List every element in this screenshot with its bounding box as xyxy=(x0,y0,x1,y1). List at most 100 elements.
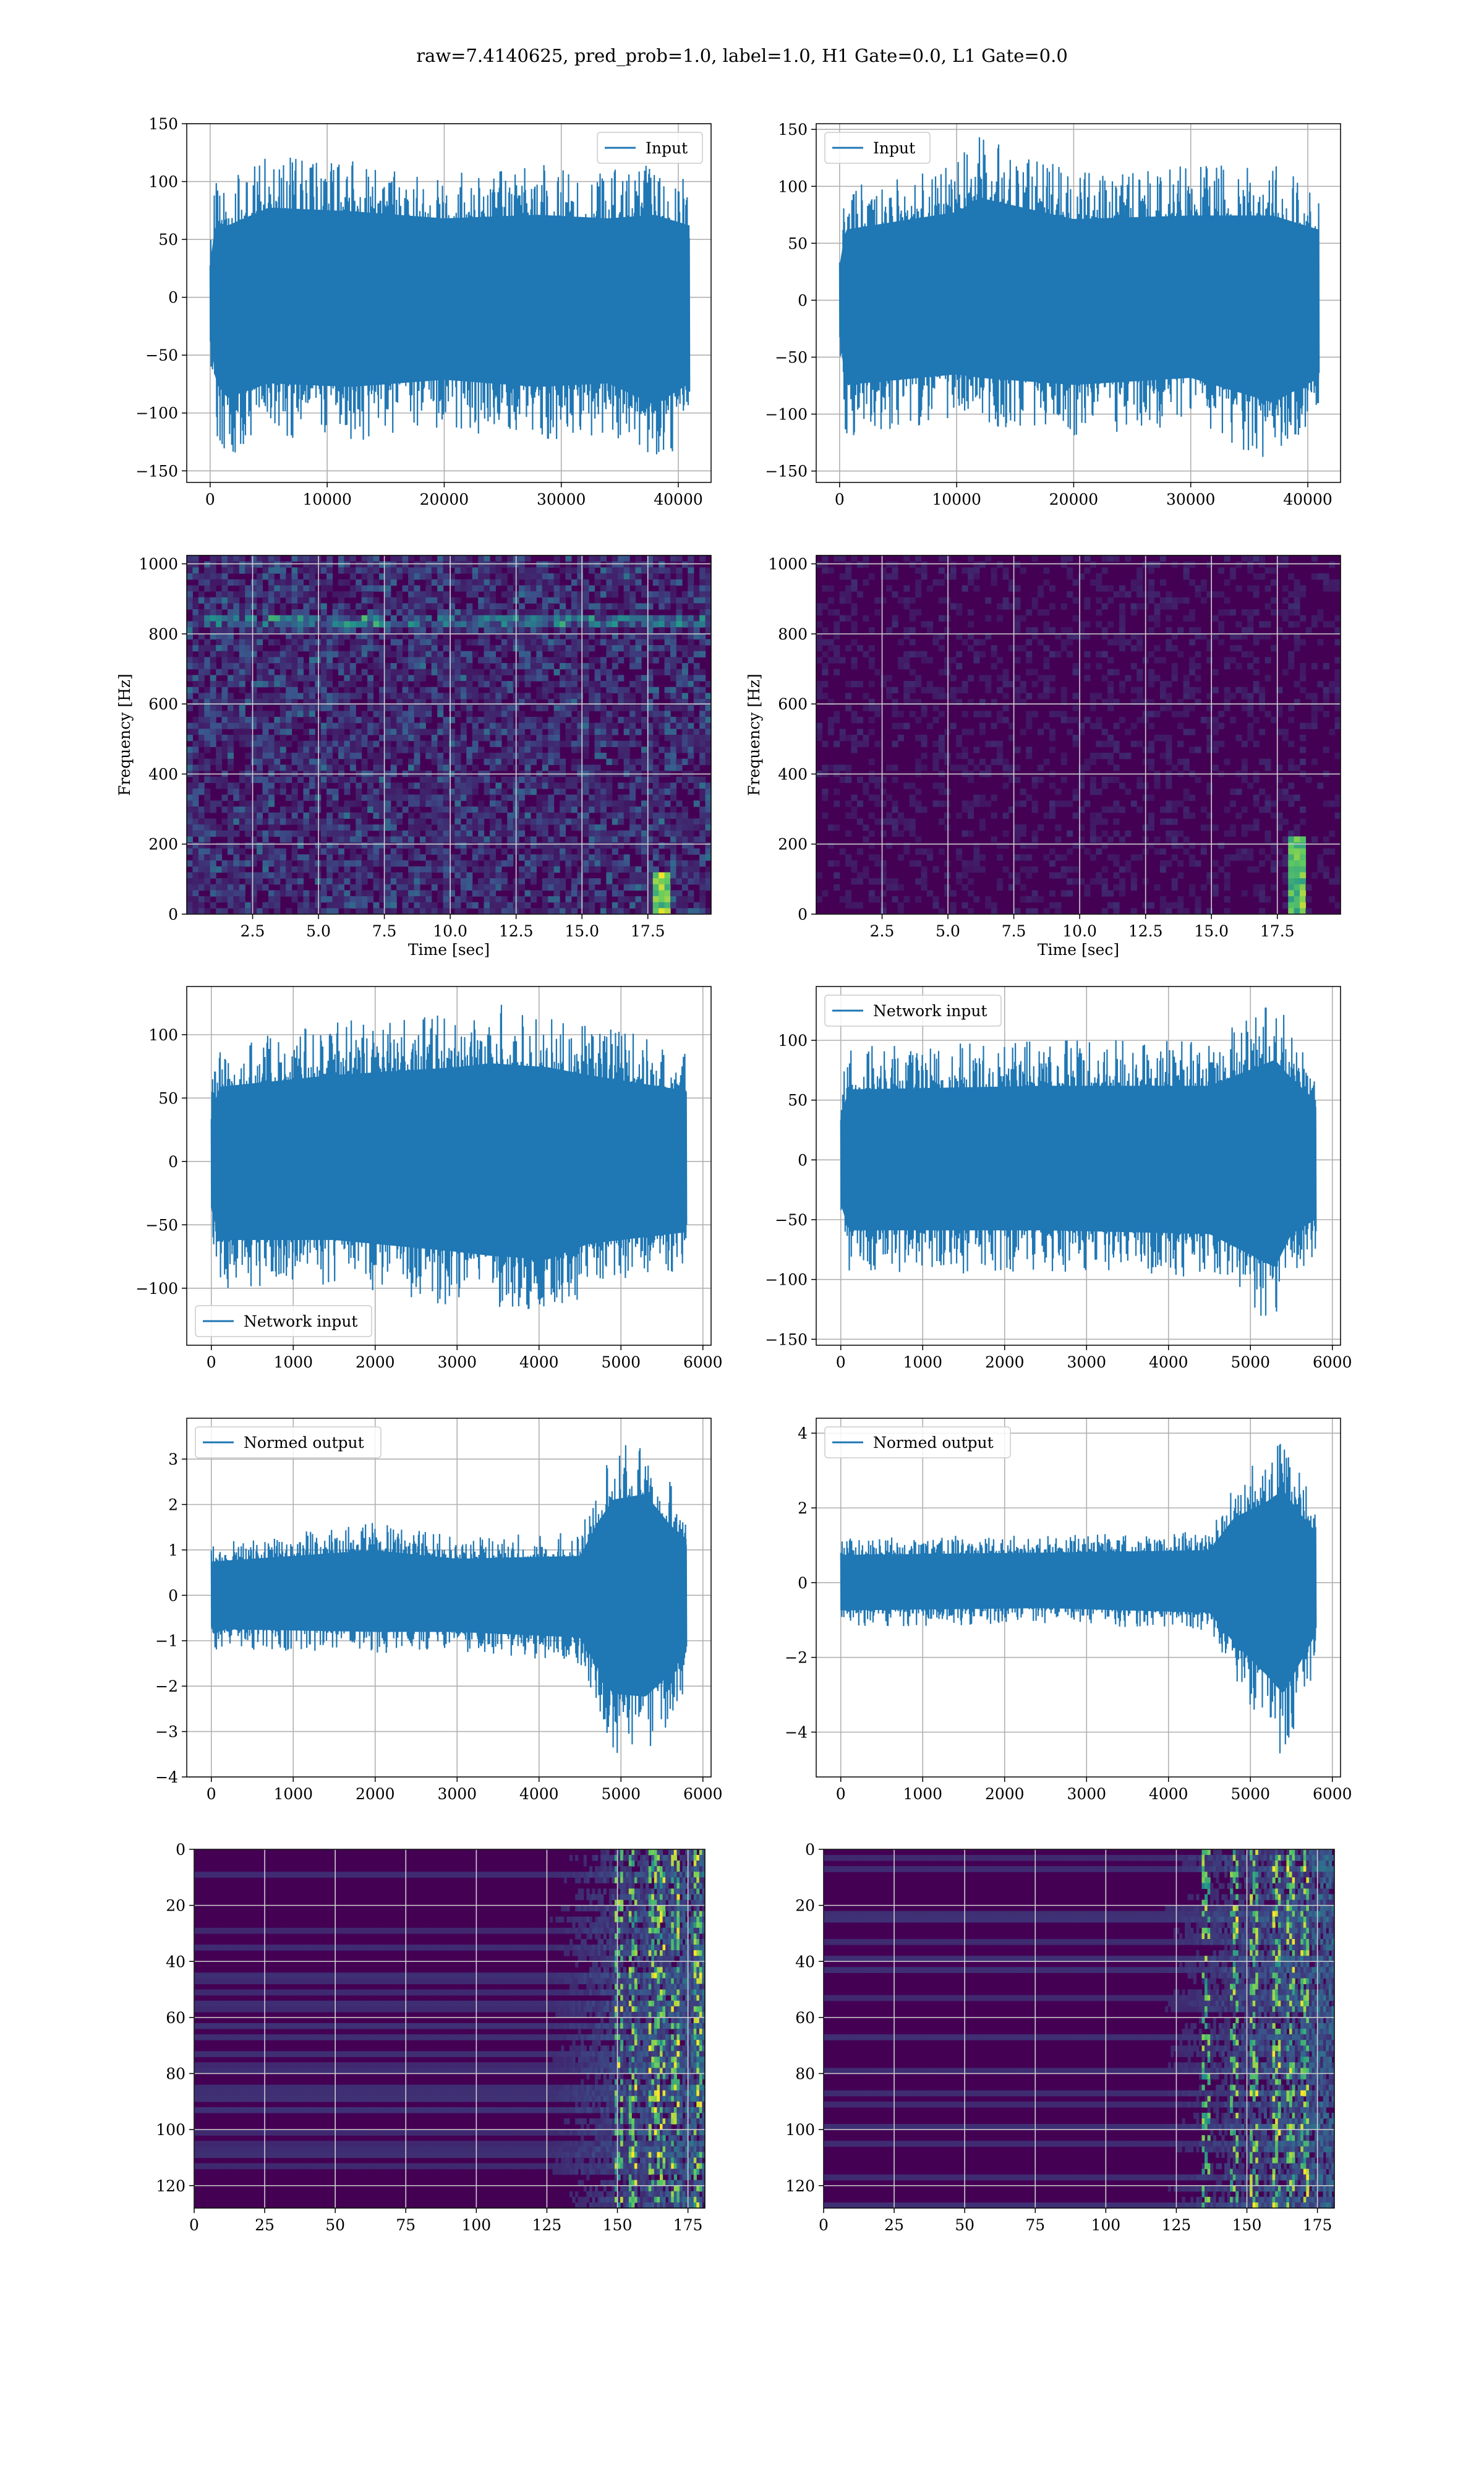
heatmap-cell xyxy=(437,657,444,664)
heatmap-cell xyxy=(349,860,356,867)
heatmap-cell xyxy=(367,561,374,568)
heatmap-cell xyxy=(932,866,939,873)
heatmap-cell xyxy=(973,651,980,657)
heatmap-cell xyxy=(390,735,397,742)
heatmap-cell xyxy=(582,902,589,909)
heatmap-cell xyxy=(344,603,351,610)
heatmap-cell xyxy=(320,633,327,640)
heatmap-cell xyxy=(553,747,560,753)
heatmap-cell xyxy=(454,663,461,670)
heatmap-cell xyxy=(647,561,654,568)
heatmap-cell xyxy=(827,657,834,664)
heatmap-cell xyxy=(629,722,636,729)
heatmap-cell xyxy=(257,603,263,610)
heatmap-cell xyxy=(198,663,205,670)
heatmap-cell xyxy=(484,561,490,568)
heatmap-cell xyxy=(699,615,706,622)
heatmap-cell xyxy=(519,908,526,914)
heatmap-cell xyxy=(239,711,245,717)
heatmap-cell xyxy=(705,639,711,646)
heatmap-cell xyxy=(681,645,688,652)
heatmap-cell xyxy=(676,830,683,837)
heatmap-cell xyxy=(454,561,461,568)
heatmap-cell xyxy=(250,591,257,598)
heatmap-cell xyxy=(600,669,607,675)
heatmap-cell xyxy=(192,848,199,855)
heatmap-cell xyxy=(507,758,514,765)
heatmap-cell xyxy=(414,782,420,789)
heatmap-cell xyxy=(705,789,711,795)
heatmap-cell xyxy=(361,896,368,903)
heatmap-cell xyxy=(449,561,456,568)
heatmap-cell xyxy=(699,669,706,675)
heatmap-cell xyxy=(378,854,385,861)
heatmap-cell xyxy=(647,758,654,765)
heatmap-cell xyxy=(338,807,344,813)
heatmap-cell xyxy=(647,645,654,652)
heatmap-cell xyxy=(1002,764,1009,771)
heatmap-cell xyxy=(344,704,351,711)
heatmap-cell xyxy=(560,585,566,592)
heatmap-cell xyxy=(286,621,292,628)
heatmap-cell xyxy=(600,902,607,909)
heatmap-cell xyxy=(553,729,560,735)
heatmap-cell xyxy=(863,561,869,568)
heatmap-cell xyxy=(472,729,479,735)
heatmap-cell xyxy=(921,573,927,580)
heatmap-cell xyxy=(664,645,671,652)
heatmap-cell xyxy=(385,609,391,616)
heatmap-cell xyxy=(589,657,595,664)
heatmap-cell xyxy=(221,603,228,610)
heatmap-cell xyxy=(565,663,572,670)
heatmap-cell xyxy=(303,681,310,688)
heatmap-cell xyxy=(1026,866,1033,873)
heatmap-cell xyxy=(705,627,711,634)
heatmap-cell xyxy=(536,747,543,753)
heatmap-cell xyxy=(478,807,485,813)
heatmap-cell xyxy=(623,579,630,586)
heatmap-cell xyxy=(979,699,986,706)
heatmap-cell xyxy=(693,764,700,771)
heatmap-cell xyxy=(361,603,368,610)
heatmap-cell xyxy=(827,639,834,646)
heatmap-cell xyxy=(338,627,344,634)
heatmap-cell xyxy=(827,597,834,604)
heatmap-cell xyxy=(892,830,898,837)
heatmap-cell xyxy=(507,830,514,837)
heatmap-cell xyxy=(606,639,613,646)
heatmap-cell xyxy=(577,848,584,855)
heatmap-cell xyxy=(524,758,531,765)
heatmap-cell xyxy=(553,812,560,819)
heatmap-cell xyxy=(489,836,496,843)
heatmap-cell xyxy=(385,603,391,610)
heatmap-cell xyxy=(286,878,292,885)
heatmap-cell xyxy=(425,848,432,855)
heatmap-cell xyxy=(239,609,245,616)
heatmap-cell xyxy=(699,776,706,783)
heatmap-cell xyxy=(484,866,490,873)
heatmap-cell xyxy=(373,603,380,610)
heatmap-cell xyxy=(286,908,292,914)
heatmap-cell xyxy=(303,747,310,753)
heatmap-cell xyxy=(274,663,281,670)
heatmap-cell xyxy=(1067,591,1073,598)
heatmap-cell xyxy=(338,657,344,664)
heatmap-cell xyxy=(274,908,281,914)
heatmap-cell xyxy=(932,704,939,711)
heatmap-cell xyxy=(408,675,415,682)
heatmap-cell xyxy=(216,747,223,753)
heatmap-cell xyxy=(373,776,380,783)
heatmap-cell xyxy=(378,884,385,891)
heatmap-cell xyxy=(612,687,618,693)
heatmap-cell xyxy=(210,890,216,897)
heatmap-cell xyxy=(1008,764,1015,771)
heatmap-cell xyxy=(681,848,688,855)
heatmap-cell xyxy=(1055,711,1062,717)
heatmap-cell xyxy=(524,639,531,646)
heatmap-cell xyxy=(414,645,420,652)
heatmap-cell xyxy=(582,711,589,717)
heatmap-cell xyxy=(449,657,456,664)
heatmap-cell xyxy=(338,603,344,610)
heatmap-cell xyxy=(623,747,630,753)
heatmap-cell xyxy=(1060,890,1067,897)
